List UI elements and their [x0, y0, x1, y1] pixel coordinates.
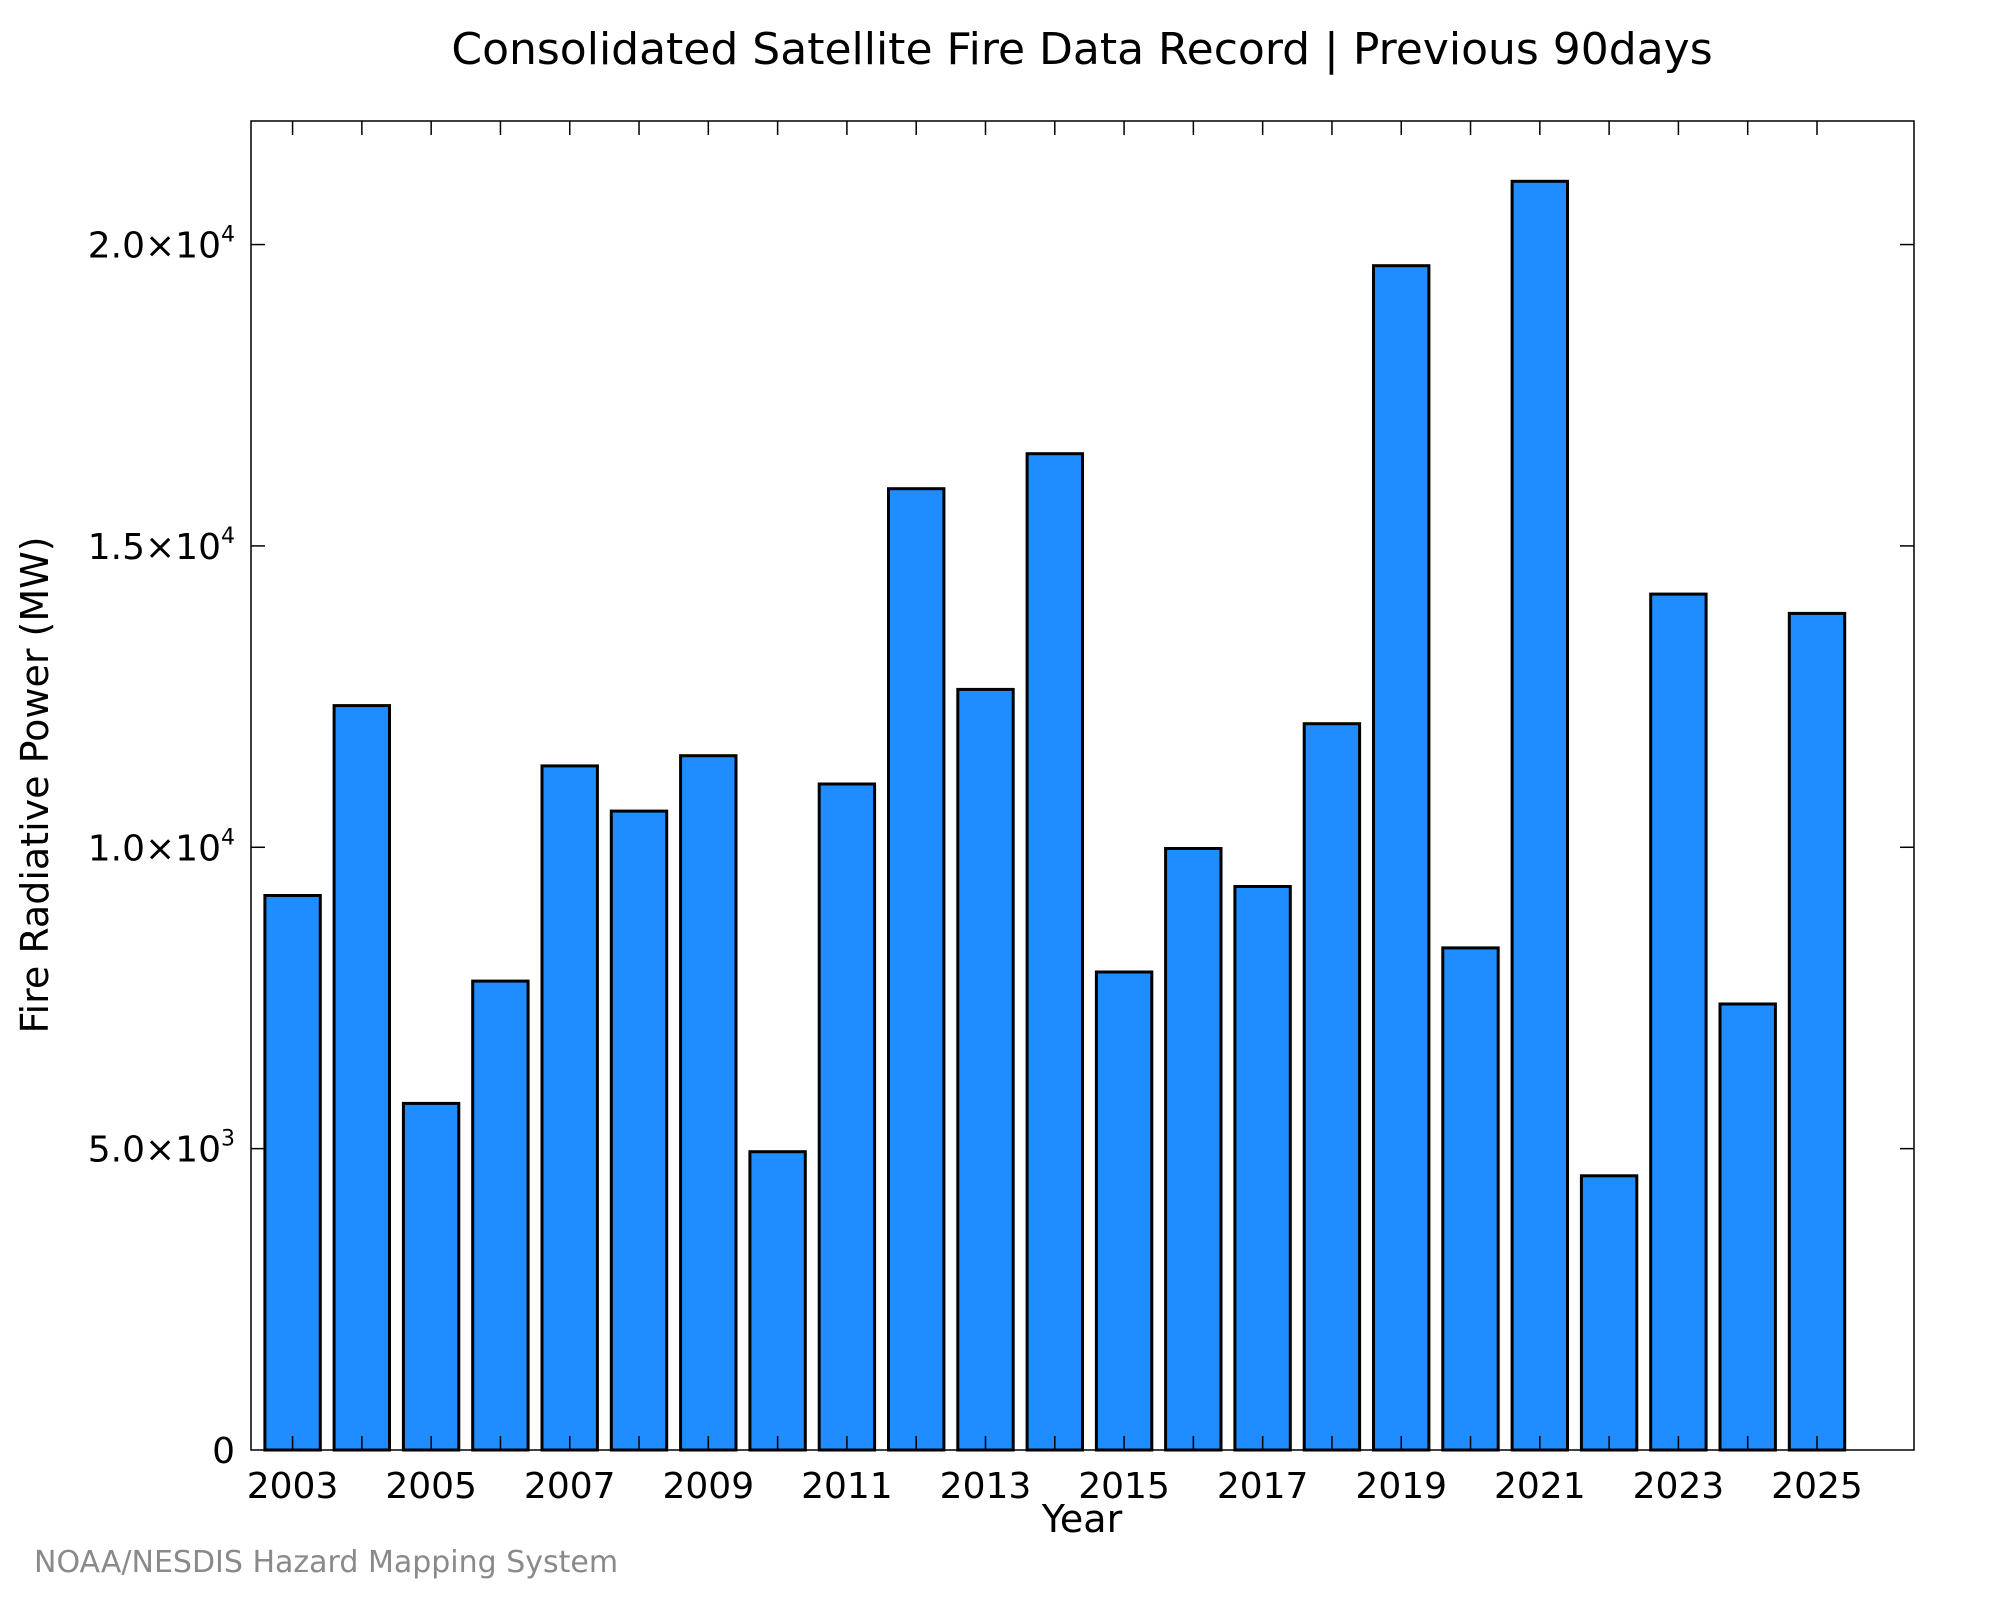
x-tick-label-2025: 2025	[1771, 1466, 1863, 1507]
bar-2009	[679, 754, 738, 1452]
bar-2019	[1372, 264, 1431, 1452]
bar-2006	[471, 979, 530, 1452]
axis-ticks	[251, 121, 1914, 1450]
bar-2024	[1718, 1002, 1777, 1452]
x-tick-label-2015: 2015	[1078, 1466, 1170, 1507]
plot-frame	[250, 120, 1915, 1451]
x-tick-label-2005: 2005	[385, 1466, 477, 1507]
bar-2023	[1649, 592, 1708, 1452]
bar-2011	[817, 782, 877, 1452]
x-tick-label-2003: 2003	[247, 1466, 339, 1507]
bar-2003	[263, 894, 322, 1452]
bar-2018	[1302, 722, 1362, 1452]
chart-title: Consolidated Satellite Fire Data Record …	[451, 24, 1712, 75]
x-tick-labels: 2003 2005 2007 2009 2011 2013 2015 2017 2019 2021…	[247, 1466, 1863, 1507]
x-tick-label-2011: 2011	[801, 1466, 893, 1507]
bar-2022	[1579, 1174, 1639, 1452]
bar-2010	[748, 1150, 807, 1452]
x-tick-label-2017: 2017	[1217, 1466, 1309, 1507]
x-tick-label-2021: 2021	[1494, 1466, 1586, 1507]
bar-2017	[1233, 885, 1292, 1452]
x-tick-label-2013: 2013	[940, 1466, 1032, 1507]
bar-2007	[540, 764, 599, 1452]
bar-2008	[609, 809, 669, 1452]
bar-2005	[401, 1101, 461, 1452]
x-tick-label-2023: 2023	[1633, 1466, 1725, 1507]
y-tick-label-0: 0	[212, 1431, 235, 1472]
y-tick-label-20000: 2.0×104	[88, 223, 235, 267]
x-axis-label: Year	[1041, 1497, 1123, 1541]
y-tick-label-10000: 1.0×104	[88, 825, 235, 869]
x-tick-label-2019: 2019	[1355, 1466, 1447, 1507]
x-tick-label-2009: 2009	[663, 1466, 755, 1507]
bar-2012	[887, 487, 946, 1452]
y-tick-label-5000: 5.0×103	[88, 1127, 235, 1171]
bar-2013	[956, 687, 1015, 1452]
bar-2021	[1510, 179, 1569, 1452]
bar-2025	[1787, 611, 1847, 1452]
bar-2020	[1441, 946, 1500, 1452]
x-tick-label-2007: 2007	[524, 1466, 616, 1507]
y-tick-labels: 0 5.0×103 1.0×104 1.5×104 2.0×104	[88, 223, 235, 1472]
bar-2004	[332, 704, 392, 1452]
bar-2016	[1164, 847, 1223, 1452]
bar-series	[263, 179, 1847, 1452]
source-credit: NOAA/NESDIS Hazard Mapping System	[34, 1545, 618, 1580]
y-tick-label-15000: 1.5×104	[88, 524, 235, 568]
bar-2014	[1025, 452, 1084, 1452]
y-axis-label: Fire Radiative Power (MW)	[13, 536, 57, 1033]
bar-2015	[1094, 970, 1154, 1452]
